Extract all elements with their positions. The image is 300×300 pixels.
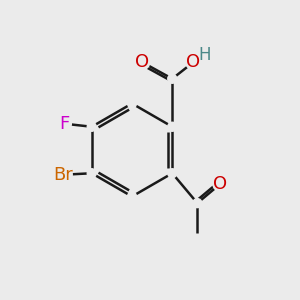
Text: O: O xyxy=(213,175,227,193)
Circle shape xyxy=(168,74,177,83)
Text: O: O xyxy=(135,53,149,71)
Text: Br: Br xyxy=(53,166,73,184)
Circle shape xyxy=(58,117,71,130)
Circle shape xyxy=(128,192,136,201)
Circle shape xyxy=(193,199,202,208)
Circle shape xyxy=(128,99,136,108)
Circle shape xyxy=(135,55,150,70)
Circle shape xyxy=(87,122,96,131)
Text: F: F xyxy=(60,115,70,133)
Circle shape xyxy=(186,55,201,70)
Circle shape xyxy=(213,176,228,191)
Circle shape xyxy=(87,169,96,178)
Text: O: O xyxy=(186,53,200,71)
Circle shape xyxy=(168,169,177,178)
Text: H: H xyxy=(198,46,211,64)
Circle shape xyxy=(168,122,177,131)
Circle shape xyxy=(54,166,72,184)
